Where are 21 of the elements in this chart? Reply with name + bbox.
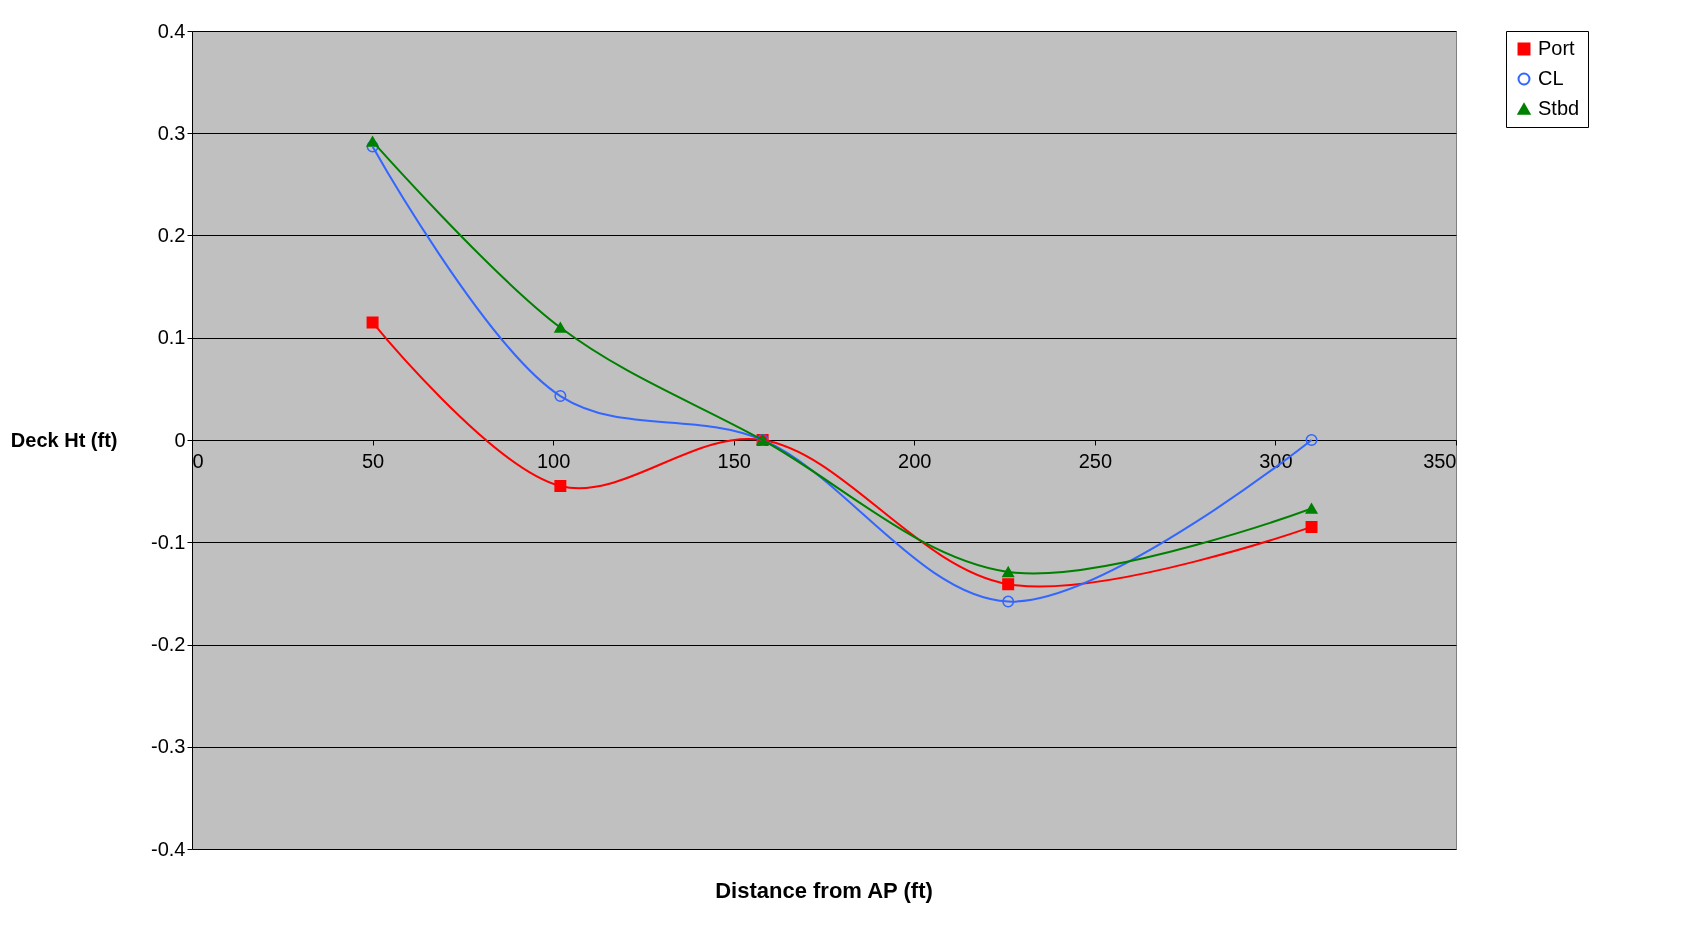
y-tick-label: 0.3 <box>157 121 186 144</box>
legend-label: Port <box>1538 37 1576 59</box>
y-tick-label: 0.1 <box>157 326 186 349</box>
x-tick-label: 150 <box>717 449 751 472</box>
y-tick-label: 0.2 <box>157 224 186 246</box>
x-axis-title: Distance from AP (ft) <box>715 878 933 903</box>
x-tick-label: 0 <box>192 449 204 472</box>
x-tick-label: 200 <box>898 449 932 472</box>
y-tick-label: 0 <box>174 428 186 451</box>
y-tick-label: -0.3 <box>151 735 186 758</box>
legend-label: Stbd <box>1538 97 1580 119</box>
y-tick-label: 0.4 <box>157 19 186 42</box>
y-tick-label: -0.1 <box>151 530 186 553</box>
x-tick-label: 50 <box>361 449 385 472</box>
y-axis-title: Deck Ht (ft) <box>10 428 118 451</box>
x-tick-label: 350 <box>1423 449 1457 472</box>
x-tick-label: 100 <box>536 449 571 472</box>
x-tick-label: 250 <box>1078 449 1113 472</box>
legend-label: CL <box>1538 67 1564 89</box>
y-tick-label: -0.4 <box>151 837 186 860</box>
y-tick-label: -0.2 <box>151 633 186 655</box>
